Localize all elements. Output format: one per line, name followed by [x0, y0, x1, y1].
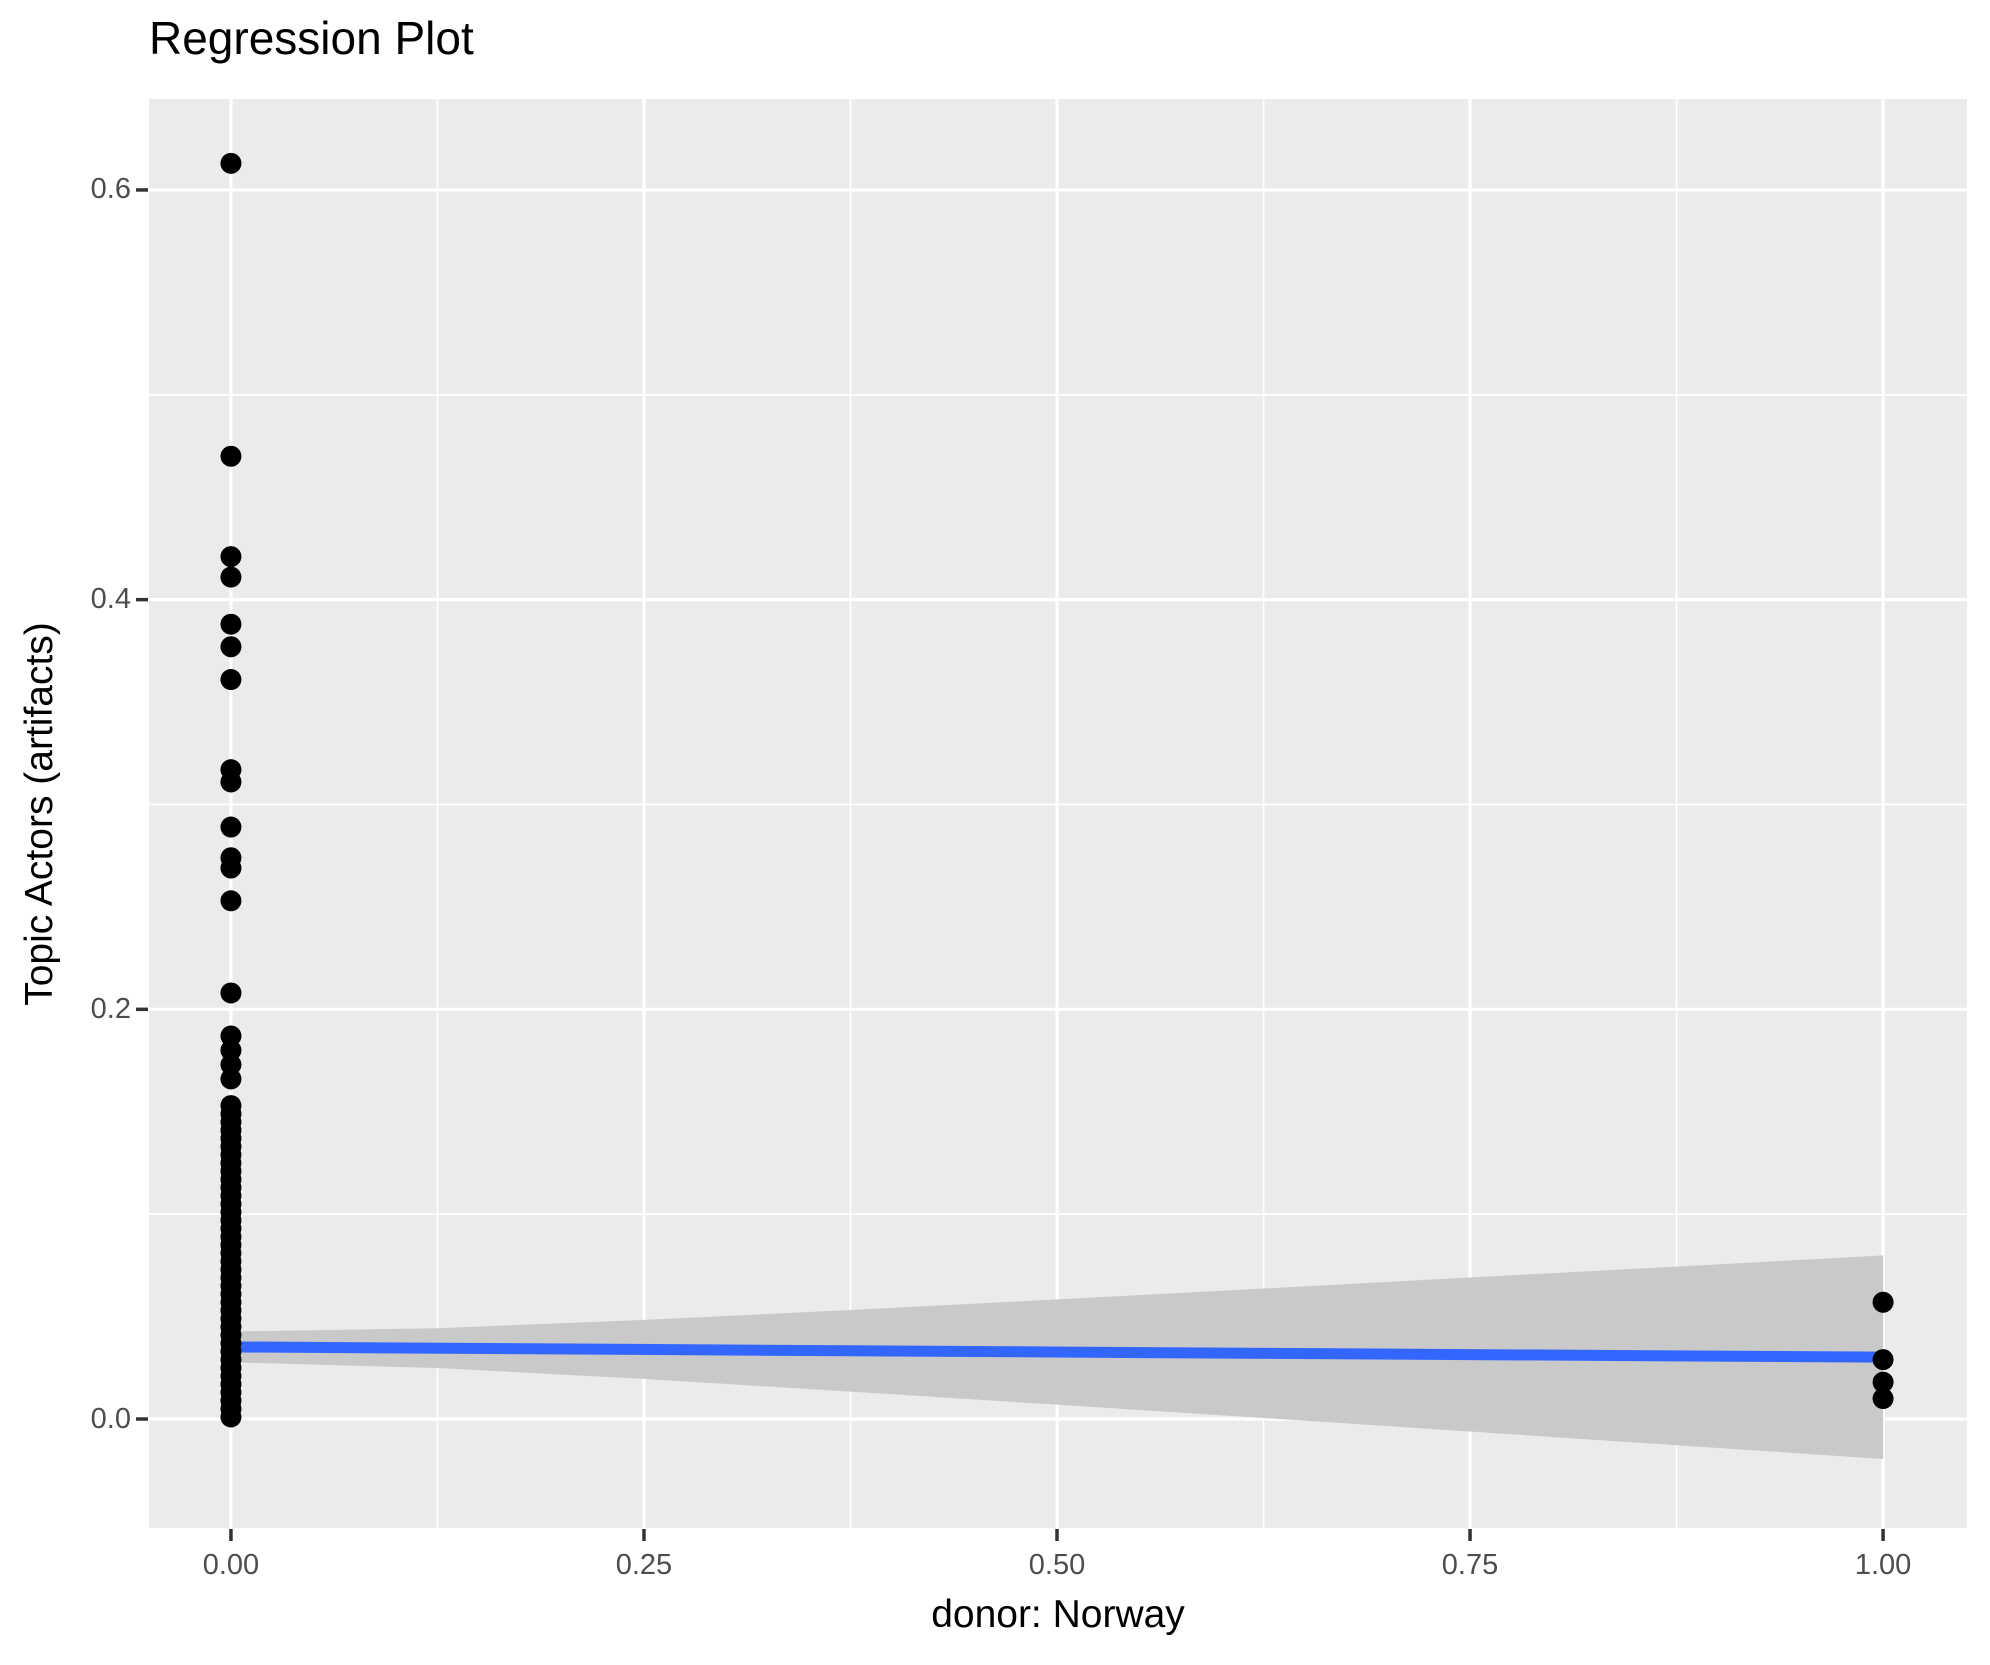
x-tick-label: 1.00: [1854, 1549, 1912, 1581]
regression-line: [230, 1341, 1884, 1363]
data-point: [220, 1095, 242, 1117]
data-point: [220, 669, 242, 691]
data-point: [1872, 1388, 1894, 1410]
data-point: [1872, 1371, 1894, 1393]
y-tick-label: 0.0: [90, 1402, 131, 1435]
data-point: [220, 546, 242, 568]
plot-title: Regression Plot: [149, 12, 474, 64]
x-tick-label: 0.00: [202, 1549, 260, 1581]
data-point: [220, 1025, 242, 1047]
data-point: [1872, 1349, 1894, 1371]
x-axis-title: donor: Norway: [931, 1593, 1185, 1636]
x-tick-label: 0.25: [615, 1549, 673, 1581]
data-point: [220, 566, 242, 588]
x-tick-label: 0.75: [1441, 1549, 1499, 1581]
y-tick-label: 0.4: [90, 583, 131, 616]
x-tick-label: 0.50: [1028, 1549, 1086, 1581]
y-tick-label: 0.6: [90, 173, 131, 206]
data-point: [220, 445, 242, 467]
data-point: [220, 759, 242, 781]
data-point: [220, 152, 242, 174]
y-tick-label: 0.2: [90, 992, 131, 1025]
data-point: [1872, 1291, 1894, 1313]
data-point: [220, 982, 242, 1004]
data-point: [220, 613, 242, 635]
data-point: [220, 816, 242, 838]
data-point: [220, 847, 242, 869]
data-point: [220, 636, 242, 658]
data-point: [220, 890, 242, 912]
